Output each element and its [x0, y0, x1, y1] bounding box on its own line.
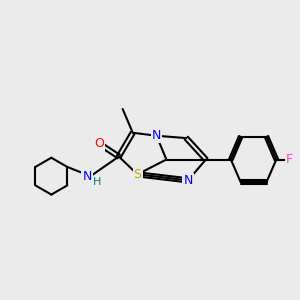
Text: N: N: [183, 174, 193, 187]
Text: N: N: [82, 170, 92, 183]
Text: F: F: [286, 153, 293, 166]
Text: N: N: [152, 129, 161, 142]
Text: H: H: [93, 176, 101, 187]
Text: S: S: [134, 168, 142, 181]
Text: O: O: [94, 137, 104, 150]
